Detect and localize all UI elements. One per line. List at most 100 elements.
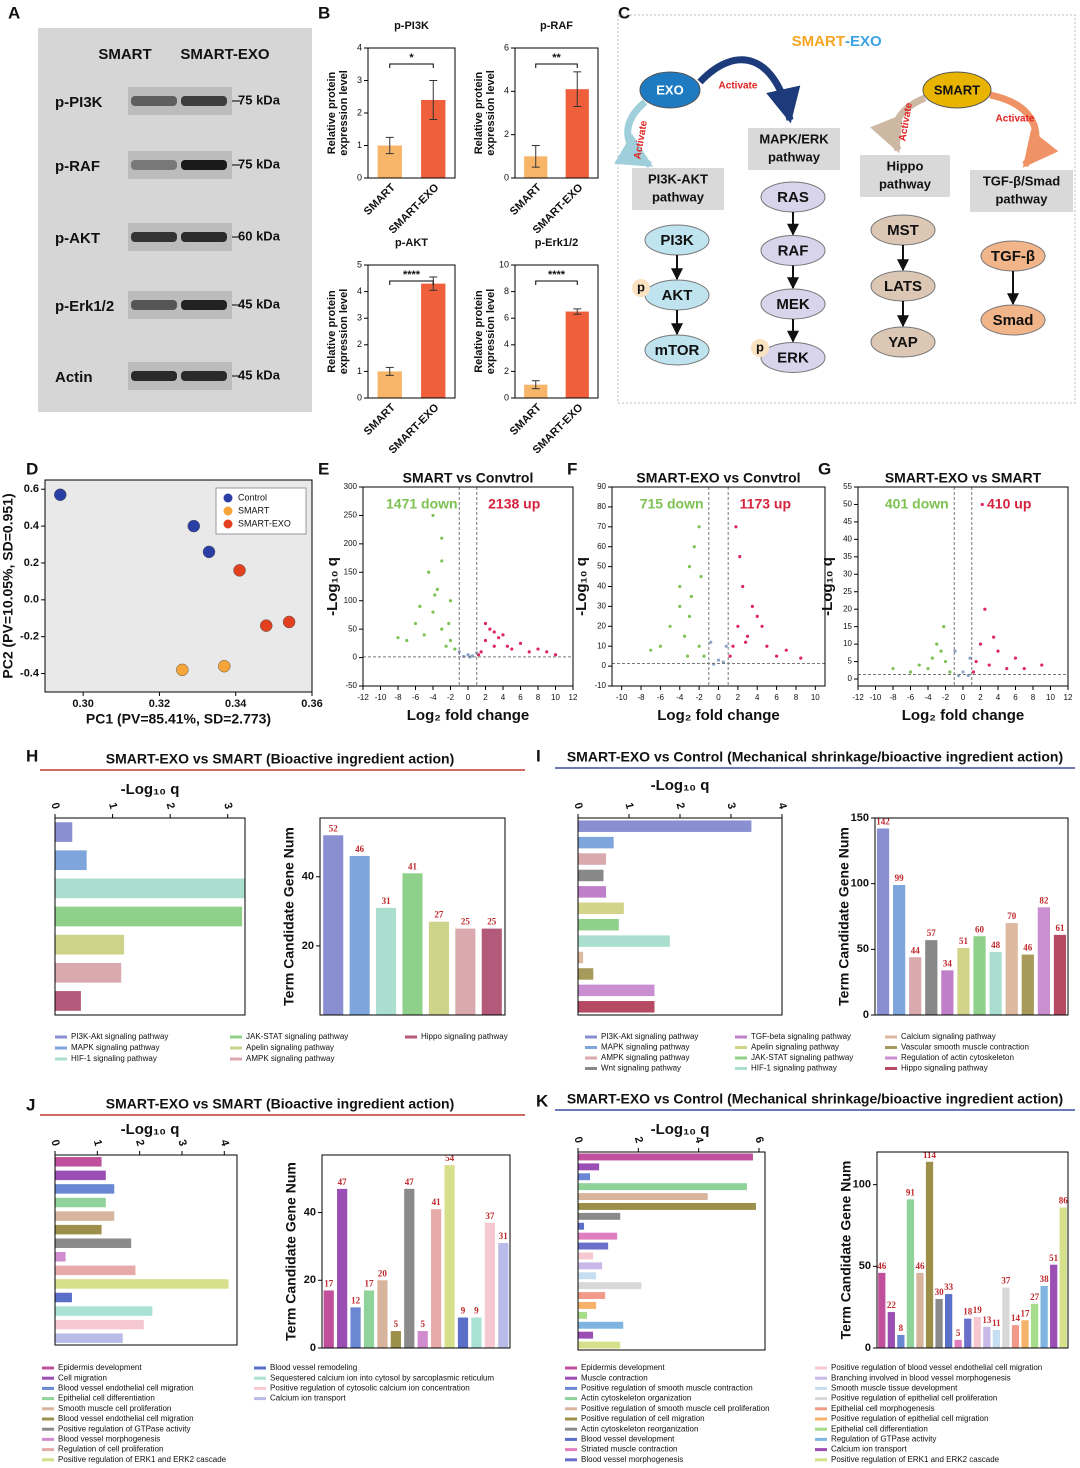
y-tick-label: -50: [345, 681, 357, 690]
arrow: [613, 99, 654, 169]
legend-label: Smooth muscle tissue development: [831, 1384, 958, 1393]
point: [678, 604, 682, 609]
y-tick-label: 4: [504, 339, 509, 349]
point: [687, 614, 692, 618]
y-axis-label: expression level: [485, 70, 497, 156]
bar: [973, 936, 986, 1015]
value-label: 60: [975, 924, 985, 934]
bar: [964, 1318, 972, 1348]
plot-frame: [367, 47, 456, 179]
point: [488, 627, 492, 631]
significance-label: ****: [403, 269, 421, 281]
point: [1013, 656, 1018, 660]
y-tick-label: 50: [597, 562, 606, 571]
point: [427, 570, 431, 574]
protein-label: p-PI3K: [55, 94, 103, 111]
chain-node: [870, 326, 936, 358]
marker-label: 60 kDa: [238, 228, 281, 243]
chart-title: p-PI3K: [394, 20, 429, 32]
hbar: [55, 1265, 136, 1276]
point: [774, 654, 779, 658]
legend-label: PI3K-Akt signaling pathway: [71, 1032, 168, 1041]
legend-label: Smooth muscle cell proliferation: [58, 1404, 171, 1413]
legend-label: Vascular smooth muscle contraction: [901, 1043, 1029, 1052]
legend-label: Blood vessel development: [581, 1435, 675, 1444]
point: [418, 604, 422, 609]
value-label: 44: [911, 945, 921, 955]
chart-title: SMART-EXO vs Control (Mechanical shrinka…: [567, 1091, 1063, 1107]
band: [181, 232, 227, 242]
legend-label: Calcium ion transport: [831, 1445, 907, 1454]
x-tick-label: SMART: [508, 181, 544, 217]
hbar: [578, 951, 584, 964]
point: [683, 634, 687, 638]
band: [131, 160, 177, 170]
bar: [457, 1317, 469, 1348]
value-label: 54: [445, 1153, 455, 1163]
hbar: [55, 991, 81, 1011]
value-label: 47: [405, 1177, 415, 1187]
legend-label: Regulation of actin cytoskeleton: [901, 1053, 1014, 1062]
y-axis-label: Relative protein: [326, 71, 338, 154]
y-tick-label: 2: [357, 107, 362, 117]
legend-label: Epidermis development: [581, 1363, 665, 1372]
y-tick-label: 0: [865, 1342, 871, 1354]
source-label: SMART: [934, 82, 980, 97]
value-label: 46: [877, 1261, 887, 1271]
y-tick-label: 30: [843, 569, 852, 578]
bar: [992, 1330, 1001, 1348]
point: [259, 619, 273, 632]
y-tick-label: 0: [504, 172, 509, 182]
hbar: [578, 1321, 624, 1329]
point: [712, 662, 716, 666]
point: [440, 559, 444, 563]
value-label: 46: [1023, 943, 1033, 953]
point: [755, 614, 759, 618]
bar: [1011, 1325, 1020, 1348]
hbar: [55, 934, 125, 955]
y-tick-label: 20: [597, 621, 606, 630]
y-tick-label: 5: [848, 657, 853, 666]
point: [980, 502, 984, 507]
hbar: [55, 878, 245, 899]
y-tick-label: 80: [597, 502, 606, 511]
y-tick-label: 40: [843, 534, 852, 543]
y-tick-label: 20: [843, 604, 852, 613]
value-label: 114: [923, 1150, 937, 1160]
x-tick-label: 2: [133, 1138, 146, 1147]
legend-label: Actin cytoskeleton organization: [581, 1394, 691, 1403]
y-tick-label: 3: [357, 313, 362, 323]
x-tick-label: 1: [106, 801, 119, 810]
bar: [337, 1188, 348, 1348]
band: [181, 300, 227, 310]
panel-label: G: [818, 459, 831, 478]
point: [453, 647, 457, 651]
point: [697, 525, 701, 529]
y-tick-label: -0.4: [20, 667, 40, 679]
hbar: [55, 962, 122, 983]
value-label: 14: [1011, 1313, 1021, 1323]
annotation: 1471 down: [386, 496, 458, 512]
phospho-node: [632, 279, 650, 297]
x-tick-label: -8: [394, 693, 402, 702]
y-tick-label: 2: [504, 129, 509, 139]
point: [745, 634, 750, 638]
bar: [1002, 1287, 1010, 1348]
y-tick-label: 0: [602, 661, 607, 670]
point: [501, 633, 505, 637]
y-tick-label: 50: [348, 624, 357, 633]
bar: [565, 311, 589, 398]
plot-frame: [367, 264, 456, 399]
bar: [876, 828, 890, 1015]
point: [497, 636, 501, 640]
y-tick-label: 4: [504, 86, 509, 96]
pathway-box: [970, 170, 1073, 212]
annotation: 401 down: [885, 496, 949, 512]
y-tick-label: 50: [859, 1260, 871, 1272]
y-tick-label: 20: [302, 940, 314, 952]
legend-label: PI3K-Akt signaling pathway: [601, 1032, 698, 1041]
point: [799, 656, 803, 660]
point: [702, 654, 706, 658]
bar: [906, 1199, 915, 1348]
chain-node: [644, 334, 710, 366]
